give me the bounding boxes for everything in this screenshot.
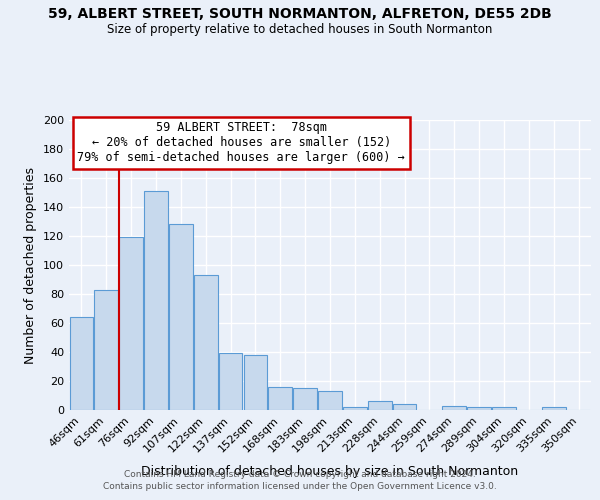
Bar <box>318 391 342 410</box>
Bar <box>119 238 143 410</box>
Bar <box>194 275 218 410</box>
Bar <box>542 407 566 410</box>
Y-axis label: Number of detached properties: Number of detached properties <box>25 166 37 364</box>
Text: Size of property relative to detached houses in South Normanton: Size of property relative to detached ho… <box>107 22 493 36</box>
Bar <box>293 388 317 410</box>
Bar <box>442 406 466 410</box>
Bar <box>368 402 392 410</box>
Bar <box>219 354 242 410</box>
Bar <box>94 290 118 410</box>
Bar <box>144 191 168 410</box>
Text: Contains HM Land Registry data © Crown copyright and database right 2024.: Contains HM Land Registry data © Crown c… <box>124 470 476 479</box>
Text: 59, ALBERT STREET, SOUTH NORMANTON, ALFRETON, DE55 2DB: 59, ALBERT STREET, SOUTH NORMANTON, ALFR… <box>48 8 552 22</box>
Bar <box>343 407 367 410</box>
Bar <box>393 404 416 410</box>
Bar <box>244 355 267 410</box>
Bar <box>169 224 193 410</box>
Text: 59 ALBERT STREET:  78sqm
← 20% of detached houses are smaller (152)
79% of semi-: 59 ALBERT STREET: 78sqm ← 20% of detache… <box>77 122 405 164</box>
Bar <box>70 317 93 410</box>
Bar <box>492 407 516 410</box>
Bar <box>268 387 292 410</box>
Bar <box>467 407 491 410</box>
X-axis label: Distribution of detached houses by size in South Normanton: Distribution of detached houses by size … <box>142 465 518 478</box>
Text: Contains public sector information licensed under the Open Government Licence v3: Contains public sector information licen… <box>103 482 497 491</box>
